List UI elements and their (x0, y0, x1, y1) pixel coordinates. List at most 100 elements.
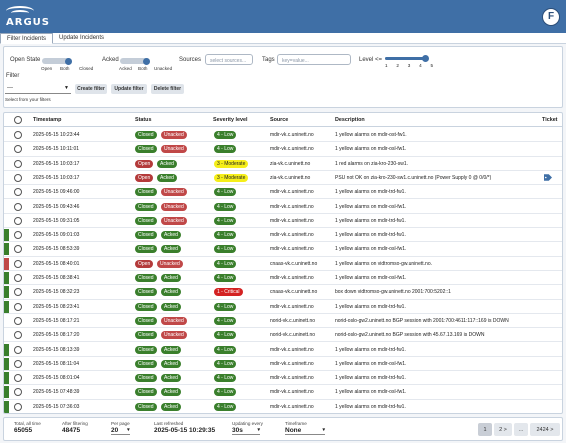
column-description[interactable]: Description (335, 117, 365, 123)
table-row[interactable]: 2025-05-15 09:46:00 Closed Unacked 4 - Low m… (4, 185, 562, 200)
ack-badge: Acked (157, 159, 177, 168)
table-row[interactable]: 2025-05-15 07:48:39 Closed Acked 4 - Low mdi… (4, 385, 562, 400)
table-row[interactable]: 2025-05-15 07:36:03 Closed Acked 4 - Low mdi… (4, 400, 562, 413)
timeframe[interactable]: Timeframe None (285, 421, 325, 435)
chevron-down-icon: ▼ (64, 85, 69, 91)
level-slider[interactable] (385, 55, 429, 62)
level-tick: 4 (419, 63, 422, 68)
row-source: mdir-vk.c.uninett.no (270, 189, 314, 196)
table-row[interactable]: 2025-05-15 08:53:39 Closed Acked 4 - Low mdi… (4, 242, 562, 257)
acked-slider[interactable] (120, 57, 150, 65)
row-checkbox[interactable] (14, 188, 22, 197)
table-row[interactable]: 2025-05-15 10:03:17 Open Acked 3 - Moderate… (4, 157, 562, 171)
acked-label: Acked (102, 57, 119, 63)
row-checkbox[interactable] (14, 402, 22, 411)
row-timestamp: 2025-05-15 10:03:17 (33, 174, 80, 181)
level-slider-knob[interactable] (421, 55, 429, 62)
column-status[interactable]: Status (135, 117, 152, 123)
row-ack-indicator (4, 400, 9, 413)
table-row[interactable]: 2025-05-15 08:38:41 Closed Acked 4 - Low mdi… (4, 271, 562, 286)
status-badge: Closed (135, 316, 157, 325)
select-all-checkbox[interactable] (14, 116, 22, 124)
level-tick: 5 (430, 63, 433, 68)
row-checkbox[interactable] (14, 302, 22, 311)
filter-panel: Open State Open Both Closed Acked Acked … (3, 46, 563, 108)
row-checkbox[interactable] (14, 345, 22, 354)
table-row[interactable]: 2025-05-15 08:11:04 Closed Acked 4 - Low mdi… (4, 357, 562, 372)
row-checkbox[interactable] (14, 388, 22, 397)
row-description: 1 yellow alarms on mdir-osl-fw1. (335, 275, 407, 281)
updating-select[interactable]: 30s (232, 427, 260, 435)
row-checkbox[interactable] (14, 145, 22, 154)
table-row[interactable]: 2025-05-15 10:23:44 Closed Unacked 4 - Low m… (4, 128, 562, 143)
tags-input[interactable]: key=value... (277, 54, 351, 65)
column-timestamp[interactable]: Timestamp (33, 117, 62, 123)
table-header: Timestamp Status Severity level Source D… (4, 113, 562, 127)
sources-input[interactable]: select sources... (205, 54, 253, 65)
row-checkbox[interactable] (14, 288, 22, 297)
row-checkbox[interactable] (14, 159, 22, 168)
row-checkbox[interactable] (14, 331, 22, 340)
tab-update-incidents[interactable]: Update Incidents (59, 35, 105, 41)
row-checkbox[interactable] (14, 216, 22, 225)
open-state-slider[interactable] (42, 57, 72, 65)
row-checkbox[interactable] (14, 274, 22, 282)
row-checkbox[interactable] (14, 202, 22, 211)
page-button-current[interactable]: 1 (478, 423, 492, 436)
severity-badge: 4 - Low (214, 245, 237, 254)
page-button-next[interactable]: 2 > (494, 423, 512, 436)
row-source: zia-vk.c.uninett.no (270, 174, 311, 181)
filter-select[interactable]: --- ▼ (5, 83, 71, 94)
table-row[interactable]: 2025-05-15 08:40:01 Open Unacked 4 - Low cna… (4, 257, 562, 271)
table-row[interactable]: 2025-05-15 09:01:03 Closed Acked 4 - Low mdi… (4, 228, 562, 243)
page-button-last[interactable]: 2424 > (530, 423, 560, 436)
column-ticket[interactable]: Ticket (542, 117, 558, 123)
per-page-select[interactable]: 20 (111, 427, 130, 435)
user-avatar[interactable]: F (542, 7, 560, 26)
table-row[interactable]: 2025-05-15 08:17:21 Closed Unacked 4 - Low n… (4, 314, 562, 329)
update-filter-button[interactable]: Update filter (111, 84, 147, 94)
tags-label: Tags (262, 57, 275, 63)
ack-badge: Unacked (161, 131, 187, 139)
column-source[interactable]: Source (270, 117, 289, 123)
row-timestamp: 2025-05-15 08:53:39 (33, 246, 80, 253)
row-checkbox[interactable] (14, 231, 22, 240)
argus-logo[interactable]: ARGUS (6, 5, 50, 28)
row-description: norid-oslo-gw2.uninett.no BGP session wi… (335, 332, 485, 339)
tab-filter-incidents[interactable]: Filter Incidents (0, 33, 54, 44)
status-badge: Closed (135, 302, 157, 311)
open-state-knob[interactable] (65, 57, 72, 65)
row-source: norid-vk.c.uninett.no (270, 317, 316, 324)
ack-badge: Acked (161, 302, 181, 311)
table-row[interactable]: 2025-05-15 10:03:17 Open Acked 3 - Moderate… (4, 171, 562, 186)
table-row[interactable]: 2025-05-15 09:31:05 Closed Unacked 4 - Low m… (4, 214, 562, 229)
row-checkbox[interactable] (14, 173, 22, 182)
create-filter-button[interactable]: Create filter (75, 84, 107, 94)
total-label: Total, all time (14, 421, 41, 426)
ack-badge: Unacked (161, 331, 187, 340)
row-checkbox[interactable] (14, 359, 22, 368)
acked-knob[interactable] (143, 57, 150, 65)
ticket-tag-icon[interactable] (544, 174, 552, 181)
per-page[interactable]: Per page 20 (111, 421, 130, 435)
row-source: mdir-vk.c.uninett.no (270, 403, 314, 410)
table-row[interactable]: 2025-05-15 08:01:04 Closed Acked 4 - Low mdi… (4, 371, 562, 386)
row-checkbox[interactable] (14, 245, 22, 254)
logo-eye-icon (6, 5, 34, 18)
table-row[interactable]: 2025-05-15 08:13:39 Closed Acked 4 - Low mdi… (4, 343, 562, 357)
table-row[interactable]: 2025-05-15 10:11:01 Closed Unacked 4 - Low m… (4, 142, 562, 157)
table-row[interactable]: 2025-05-15 08:32:23 Closed Acked 1 - Critic… (4, 285, 562, 300)
delete-filter-button[interactable]: Delete filter (151, 84, 184, 94)
table-row[interactable]: 2025-05-15 08:23:41 Closed Acked 4 - Low mdi… (4, 300, 562, 314)
row-checkbox[interactable] (14, 374, 22, 383)
row-checkbox[interactable] (14, 316, 22, 325)
timeframe-select[interactable]: None (285, 427, 325, 435)
status-badge: Closed (135, 388, 157, 397)
update-interval[interactable]: Updating every 30s (232, 421, 263, 435)
row-checkbox[interactable] (14, 131, 22, 139)
column-severity[interactable]: Severity level (213, 117, 248, 123)
row-checkbox[interactable] (14, 259, 22, 268)
table-row[interactable]: 2025-05-15 08:17:20 Closed Unacked 4 - Low n… (4, 328, 562, 343)
table-row[interactable]: 2025-05-15 09:43:46 Closed Unacked 4 - Low m… (4, 200, 562, 214)
page-button-ellipsis[interactable]: ... (514, 423, 528, 436)
